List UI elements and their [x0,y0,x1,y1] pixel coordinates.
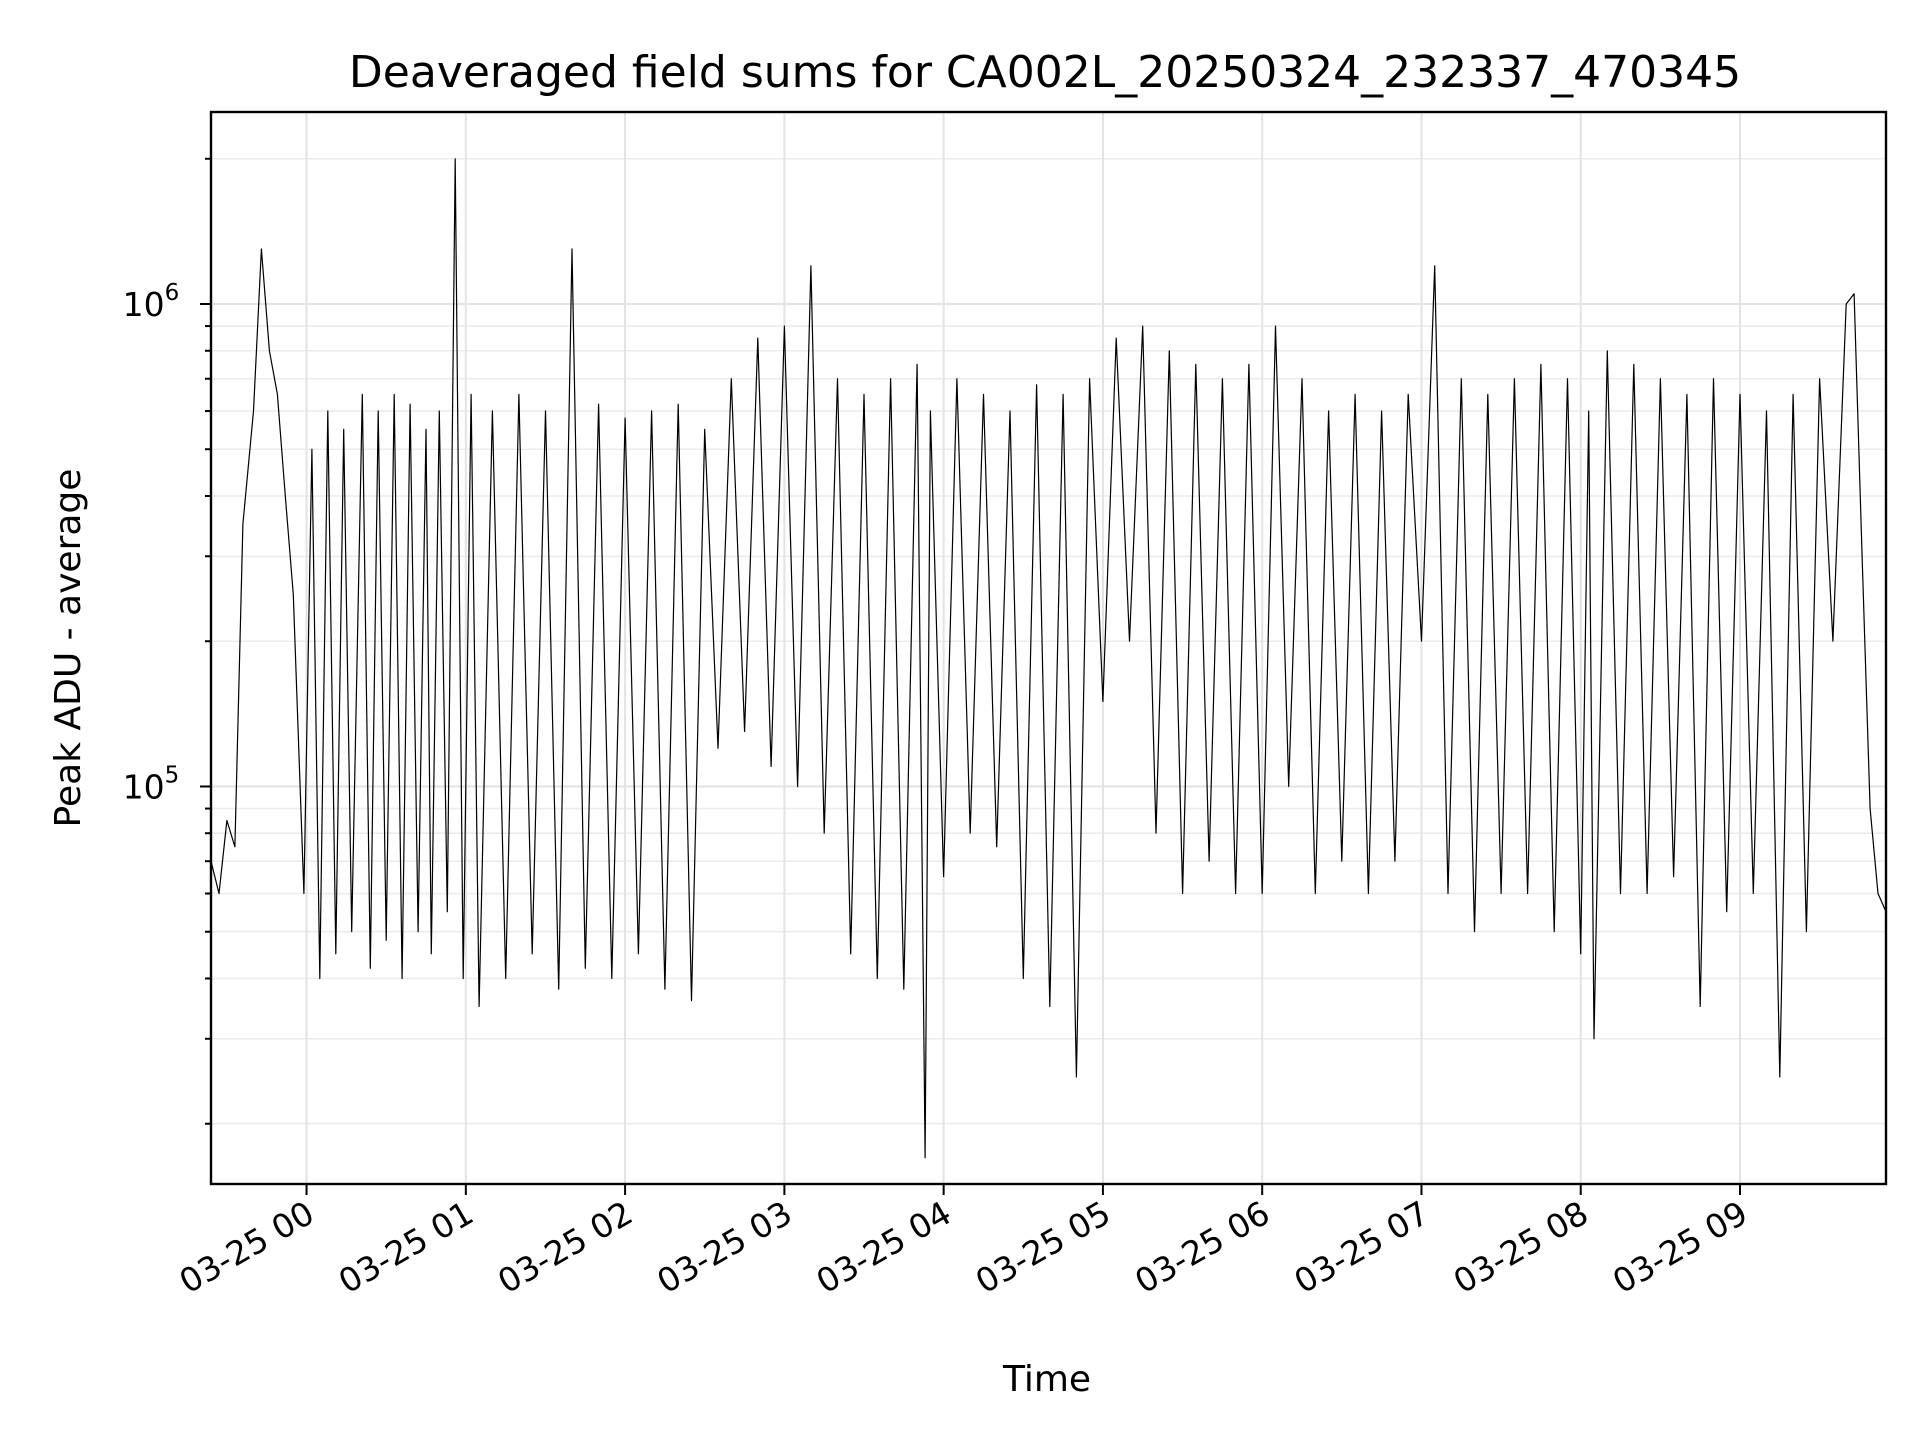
series-layer [210,158,1887,1159]
x-axis-label: Time [1002,1359,1091,1400]
series-line [210,158,1887,1159]
y-tick-exponent: 5 [165,762,180,788]
y-tick-base: 10 [123,285,165,324]
plot-frame [209,110,1888,1186]
y-tick-exponent: 6 [165,280,180,306]
y-axis-label: Peak ADU - average [48,469,89,828]
y-tick-label: 105 [123,762,180,806]
y-tick-base: 10 [123,767,165,806]
y-tick-label: 106 [123,280,180,324]
chart-title: Deaveraged field sums for CA002L_2025032… [349,47,1741,98]
grid [211,112,1886,1184]
